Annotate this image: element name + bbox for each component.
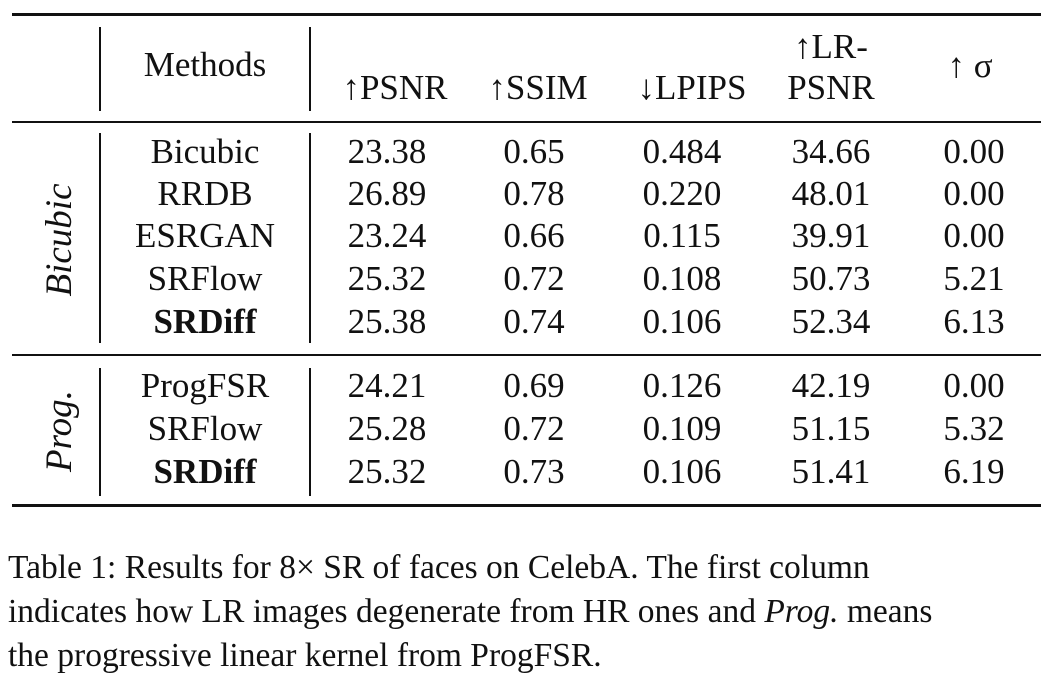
cell-ssim: 0.69 [503,366,565,405]
cell-psnr: 25.32 [347,259,427,298]
group2-vline-right [309,368,311,496]
cell-psnr: 25.38 [347,302,427,341]
cell-sigma: 5.32 [943,409,1005,448]
caption-prog-emphasis: Prog. [764,593,839,630]
cell-ssim: 0.73 [503,452,565,491]
cell-sigma: 6.13 [943,302,1005,341]
header-vline-right [309,27,311,111]
cell-lpips: 0.484 [642,132,722,171]
cell-method: Bicubic [150,132,260,171]
caption-line-2-b: means [838,593,933,630]
cell-lpips: 0.106 [642,302,722,341]
caption-line-3: the progressive linear kernel from ProgF… [8,637,602,674]
cell-lrpsnr: 42.19 [791,366,871,405]
header-sigma: ↑ σ [947,46,993,85]
cell-lpips: 0.109 [642,409,722,448]
cell-lpips: 0.126 [642,366,722,405]
cell-ssim: 0.72 [503,409,565,448]
group-label-bicubic: Bicubic [39,183,80,297]
header-lpips: ↓LPIPS [637,68,747,107]
cell-method: ESRGAN [134,216,276,255]
cell-psnr: 24.21 [347,366,427,405]
table-top-rule [12,13,1041,16]
cell-lrpsnr: 48.01 [791,174,871,213]
cell-lpips: 0.106 [642,452,722,491]
cell-ssim: 0.65 [503,132,565,171]
caption-line-2: indicates how LR images degenerate from … [8,590,1048,634]
header-lrpsnr-line2: PSNR [787,68,875,107]
group-label-prog: Prog. [39,390,80,472]
header-psnr: ↑PSNR [342,68,448,107]
cell-method: SRFlow [147,259,263,298]
cell-sigma: 0.00 [943,216,1005,255]
cell-lrpsnr: 34.66 [791,132,871,171]
header-methods: Methods [143,45,267,84]
cell-lrpsnr: 39.91 [791,216,871,255]
group1-vline-left [99,133,101,343]
cell-psnr: 23.24 [347,216,427,255]
cell-method: ProgFSR [140,366,270,405]
cell-lrpsnr: 50.73 [791,259,871,298]
cell-lpips: 0.220 [642,174,722,213]
cell-ssim: 0.74 [503,302,565,341]
cell-method: SRDiff [153,302,257,341]
header-lrpsnr-line1: ↑LR- [794,27,868,66]
cell-method: SRFlow [147,409,263,448]
cell-ssim: 0.78 [503,174,565,213]
cell-lpips: 0.115 [643,216,721,255]
cell-psnr: 26.89 [347,174,427,213]
caption-line-1: Table 1: Results for 8× SR of faces on C… [8,549,870,586]
cell-sigma: 0.00 [943,174,1005,213]
group2-vline-left [99,368,101,496]
cell-lrpsnr: 51.41 [791,452,871,491]
cell-ssim: 0.72 [503,259,565,298]
cell-lrpsnr: 52.34 [791,302,871,341]
cell-sigma: 0.00 [943,132,1005,171]
header-ssim: ↑SSIM [488,68,588,107]
cell-sigma: 0.00 [943,366,1005,405]
cell-sigma: 6.19 [943,452,1005,491]
cell-method: RRDB [157,174,253,213]
group1-vline-right [309,133,311,343]
caption-line-2-a: indicates how LR images degenerate from … [8,593,765,630]
cell-psnr: 23.38 [347,132,427,171]
cell-ssim: 0.66 [503,216,565,255]
cell-lpips: 0.108 [642,259,722,298]
table-caption: Table 1: Results for 8× SR of faces on C… [8,546,1048,678]
cell-psnr: 25.28 [347,409,427,448]
table-group-rule [12,354,1041,356]
table-bottom-rule [12,504,1041,507]
cell-lrpsnr: 51.15 [791,409,871,448]
cell-psnr: 25.32 [347,452,427,491]
table-header-rule [12,121,1041,123]
header-vline-left [99,27,101,111]
cell-sigma: 5.21 [943,259,1005,298]
cell-method: SRDiff [153,452,257,491]
